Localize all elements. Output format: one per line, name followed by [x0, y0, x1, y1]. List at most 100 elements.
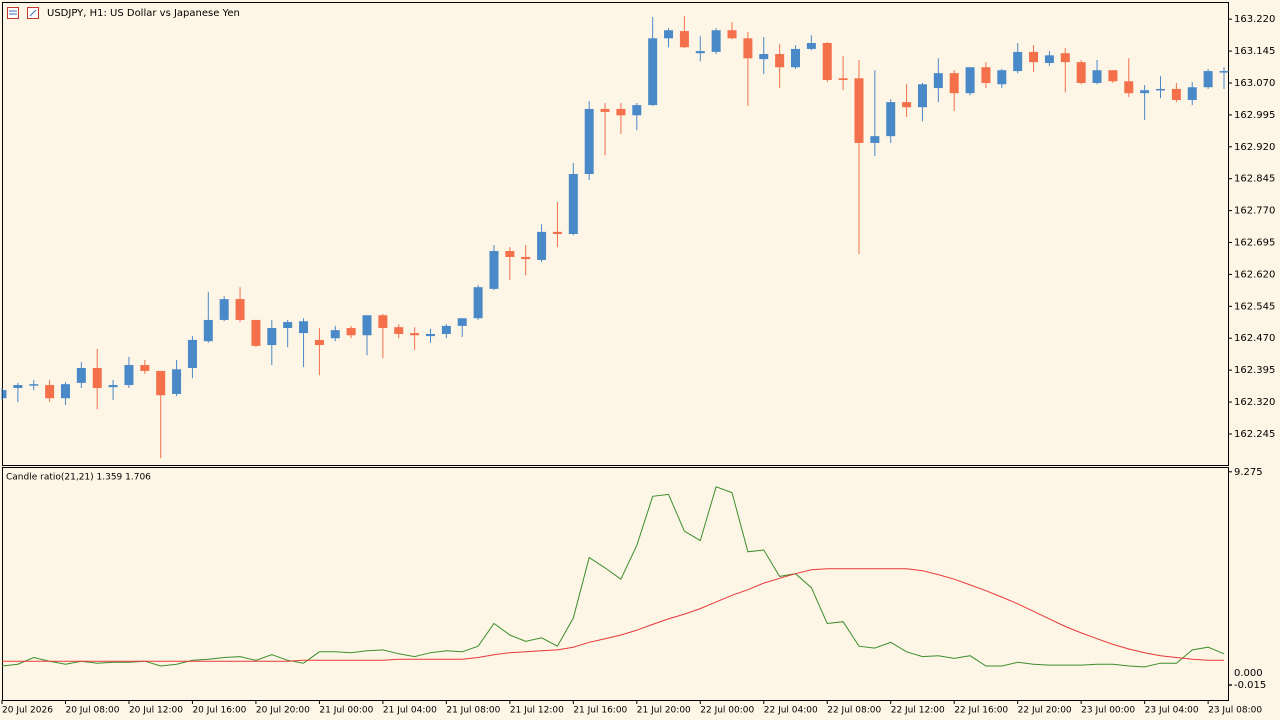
- candle-body: [600, 108, 610, 112]
- x-tick-label: 23 Jul 04:00: [1145, 706, 1199, 716]
- candle-body: [695, 51, 705, 54]
- candle-body: [235, 299, 245, 320]
- x-tick-label: 23 Jul 00:00: [1081, 706, 1135, 716]
- candle-body: [13, 385, 23, 388]
- candle-body: [949, 73, 959, 94]
- indicator-pane: [2, 467, 1229, 701]
- candle-body: [60, 384, 70, 399]
- candle-body: [1203, 71, 1213, 88]
- x-tick-label: 21 Jul 12:00: [510, 706, 564, 716]
- candle-body: [791, 48, 800, 68]
- x-tick-label: 22 Jul 12:00: [891, 706, 945, 716]
- candle-body: [933, 73, 943, 89]
- candle-body: [743, 38, 753, 59]
- candle-body: [29, 384, 39, 386]
- indicator-line: [2, 568, 1224, 662]
- candle-body: [917, 84, 927, 108]
- candle-body: [251, 319, 261, 346]
- candle-body: [330, 330, 340, 339]
- candle-body: [679, 31, 689, 48]
- x-tick-label: 21 Jul 16:00: [573, 706, 627, 716]
- candle-body: [378, 315, 388, 329]
- candle-body: [362, 315, 372, 336]
- candle-body: [314, 339, 324, 346]
- candle-body: [1187, 87, 1197, 100]
- y-tick-label: 162.470: [1234, 333, 1275, 344]
- symbol-icons: [7, 7, 39, 19]
- x-tick-label: 20 Jul 16:00: [192, 706, 246, 716]
- x-tick-label: 21 Jul 20:00: [637, 706, 691, 716]
- candle-body: [108, 385, 118, 388]
- candle-body: [489, 251, 499, 289]
- candle-body: [124, 365, 134, 386]
- x-tick-label: 22 Jul 00:00: [700, 706, 754, 716]
- candle-body: [902, 102, 912, 108]
- candle-body: [1013, 51, 1023, 72]
- candle-body: [775, 54, 785, 68]
- candle-body: [457, 318, 467, 326]
- candle-body: [981, 67, 991, 83]
- icon: [7, 7, 19, 19]
- candle-body: [1108, 70, 1118, 82]
- y-tick-label: 9.275: [1234, 467, 1263, 478]
- x-tick-label: 20 Jul 2026: [2, 706, 53, 716]
- y-tick-label: 162.995: [1234, 110, 1275, 121]
- icon: [29, 9, 37, 17]
- candle-body: [299, 321, 309, 334]
- candle-body: [346, 328, 356, 336]
- candle-body: [283, 322, 293, 329]
- candle-body: [1044, 55, 1054, 63]
- main-pane: [2, 2, 1229, 466]
- candle-body: [219, 299, 229, 320]
- candle-body: [521, 256, 531, 260]
- y-tick-label: 162.620: [1234, 269, 1275, 280]
- y-tick-label: 162.545: [1234, 301, 1275, 312]
- y-tick-label: -0.015: [1234, 680, 1266, 691]
- candle-body: [187, 339, 197, 369]
- x-tick-label: 20 Jul 12:00: [129, 706, 183, 716]
- candle-body: [45, 385, 55, 399]
- candle-body: [854, 78, 864, 143]
- candle-body: [267, 328, 277, 346]
- candle-body: [759, 54, 769, 60]
- candle-body: [172, 369, 182, 394]
- y-tick-label: 162.770: [1234, 206, 1275, 217]
- candle-body: [140, 365, 150, 371]
- candle-body: [92, 368, 102, 388]
- x-tick-label: 20 Jul 20:00: [256, 706, 310, 716]
- x-tick-label: 21 Jul 00:00: [319, 706, 373, 716]
- candle-body: [664, 30, 674, 39]
- candle-body: [886, 102, 896, 137]
- candle-body: [632, 105, 642, 116]
- candle-body: [1060, 53, 1070, 63]
- candle-body: [648, 38, 658, 106]
- candle-body: [1029, 51, 1039, 63]
- candle-body: [410, 333, 420, 336]
- candle-body: [425, 333, 435, 337]
- candle-body: [1092, 70, 1102, 83]
- candle-body: [965, 67, 975, 94]
- candle-body: [156, 370, 166, 396]
- candle-body: [616, 108, 626, 116]
- candle-body: [1171, 88, 1181, 100]
- candle-body: [394, 327, 404, 334]
- candle-body: [838, 78, 848, 80]
- y-tick-label: 162.695: [1234, 238, 1275, 249]
- candle-body: [473, 287, 483, 319]
- indicator-line: [1, 486, 1225, 668]
- y-tick-label: 163.070: [1234, 78, 1275, 89]
- candle-body: [1156, 88, 1166, 91]
- indicator-title: Candle ratio(21,21) 1.359 1.706: [6, 473, 151, 483]
- candle-body: [505, 251, 515, 257]
- y-tick-label: 163.220: [1234, 14, 1275, 25]
- y-tick-label: 162.245: [1234, 429, 1275, 440]
- x-tick-label: 22 Jul 20:00: [1018, 706, 1072, 716]
- candle-body: [552, 231, 562, 234]
- candle-body: [806, 42, 816, 49]
- candle-body: [1124, 81, 1134, 94]
- y-tick-label: 0.000: [1234, 668, 1263, 679]
- x-tick-label: 20 Jul 08:00: [65, 706, 119, 716]
